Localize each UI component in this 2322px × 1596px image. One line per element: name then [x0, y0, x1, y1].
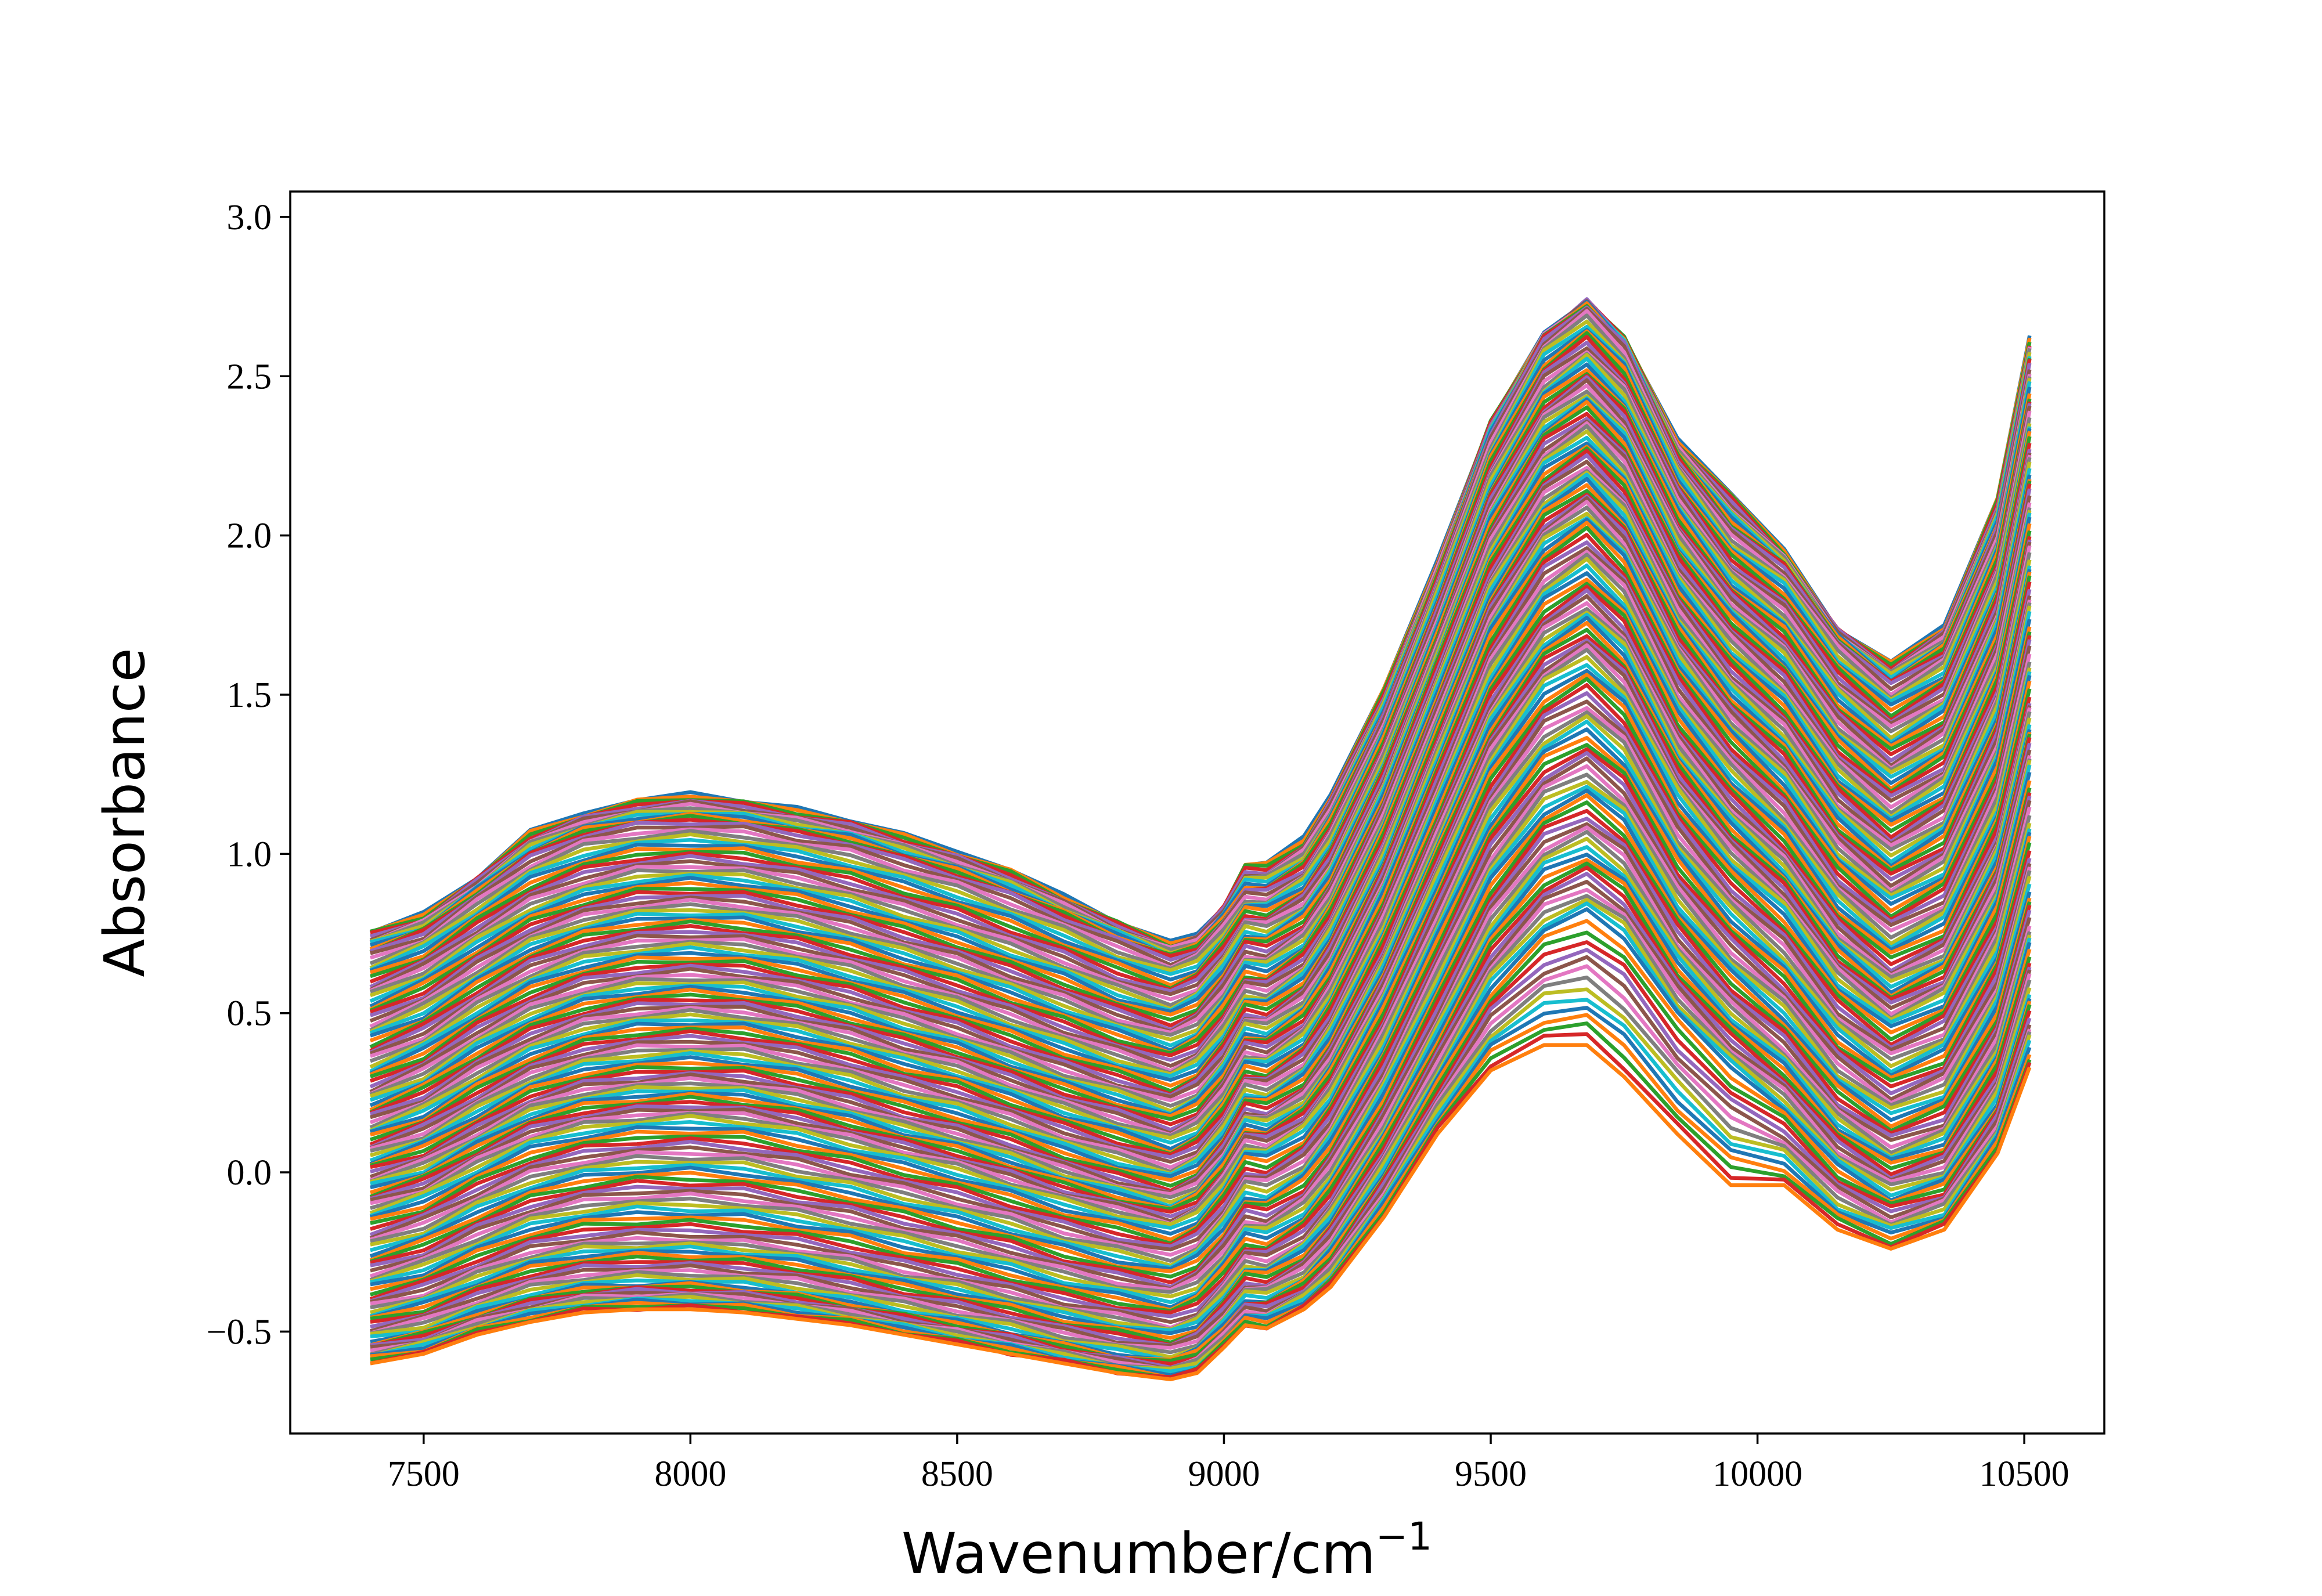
- spectrum-line: [369, 424, 2032, 1075]
- x-tick-label: 10000: [1712, 1454, 1802, 1494]
- spectrum-line: [370, 677, 2032, 1245]
- y-tick-label: 2.0: [227, 517, 272, 556]
- y-axis: −0.5 0.0 0.5 1.0 1.5 2.0 2.5 3.0: [207, 198, 290, 1352]
- x-tick-label: 9000: [1188, 1454, 1260, 1494]
- y-tick-label: 1.0: [227, 835, 272, 874]
- spectrum-line: [369, 727, 2032, 1271]
- spectrum-line: [369, 691, 2032, 1248]
- spectrum-line: [370, 793, 2032, 1312]
- y-tick-label: −0.5: [207, 1312, 272, 1352]
- spectrum-line: [369, 397, 2032, 1052]
- spectrum-line: [369, 405, 2032, 1055]
- x-axis: 7500 8000 8500 9000 9500 10000 10500: [388, 1433, 2069, 1494]
- spectrum-line: [370, 306, 2032, 967]
- spectrum-line: [369, 353, 2032, 1011]
- spectrum-line: [369, 449, 2032, 1096]
- spectrum-line: [370, 521, 2032, 1155]
- spectrum-line: [370, 553, 2032, 1174]
- y-tick-label: 2.5: [227, 357, 272, 396]
- spectra-series-group: [369, 297, 2032, 1381]
- spectrum-line: [370, 800, 2032, 1313]
- spectrum-line: [369, 683, 2032, 1247]
- x-tick-label: 8000: [654, 1454, 726, 1494]
- spectrum-line: [369, 383, 2032, 1035]
- x-tick-label: 7500: [388, 1454, 460, 1494]
- spectrum-line: [370, 836, 2032, 1332]
- spectrum-line: [369, 313, 2032, 971]
- spectrum-line: [370, 756, 2032, 1291]
- spectrum-line: [369, 356, 2032, 1013]
- spectrum-line: [370, 1043, 2032, 1381]
- spectrum-line: [370, 872, 2032, 1348]
- spectrum-line: [370, 751, 2032, 1289]
- x-tick-label: 10500: [1980, 1454, 2069, 1494]
- y-tick-label: 1.5: [227, 676, 272, 715]
- y-tick-label: 0.0: [227, 1153, 272, 1193]
- x-axis-label: Wavenumber/cm−1: [902, 1514, 1432, 1586]
- spectrum-line: [369, 476, 2032, 1117]
- spectrum-line: [369, 429, 2032, 1077]
- spectrum-line: [369, 764, 2032, 1292]
- spectrum-line: [370, 861, 2032, 1345]
- spectrum-line: [369, 400, 2032, 1055]
- x-tick-label: 8500: [921, 1454, 993, 1494]
- spectrum-line: [369, 525, 2032, 1156]
- spectrum-line: [369, 564, 2032, 1176]
- spectrum-line: [369, 648, 2032, 1226]
- spectrum-line: [369, 453, 2032, 1097]
- spectrum-line: [370, 719, 2032, 1270]
- plot-frame: [289, 190, 2105, 1435]
- x-tick-label: 9500: [1455, 1454, 1527, 1494]
- spectrum-line: [369, 331, 2032, 991]
- spectrum-line: [370, 714, 2032, 1268]
- spectrum-line: [369, 500, 2032, 1137]
- y-axis-label: Absorbance: [92, 648, 157, 977]
- spectrum-line: [369, 335, 2032, 992]
- spectrum-line: [369, 309, 2032, 970]
- spectrum-line: [370, 557, 2032, 1176]
- spectrum-line: [369, 378, 2032, 1034]
- spectrum-line: [369, 421, 2032, 1073]
- spectrum-line: [370, 673, 2032, 1242]
- spectrum-line: [370, 788, 2032, 1309]
- spectrum-line: [369, 375, 2032, 1032]
- y-tick-label: 3.0: [227, 198, 272, 237]
- y-tick-label: 0.5: [227, 994, 272, 1034]
- spectrum-line: [369, 620, 2032, 1211]
